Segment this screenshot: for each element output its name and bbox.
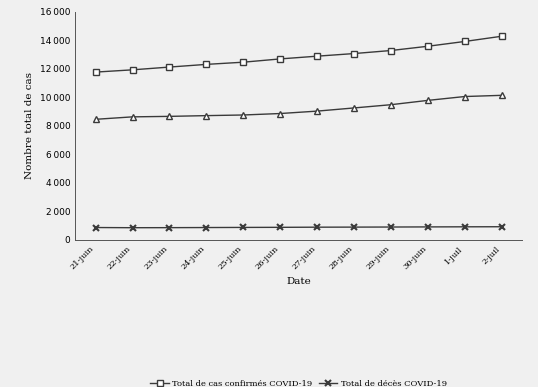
Legend: Total de cas confirmés COVID-19, Total de cas guéris COVID-19, Total de décès CO: Total de cas confirmés COVID-19, Total d… — [147, 377, 450, 387]
Total de cas confirmés COVID-19 — [498, 34, 505, 39]
Total de cas guéris COVID-19 — [166, 114, 173, 119]
Total de cas guéris COVID-19 — [462, 94, 468, 99]
Total de cas confirmés COVID-19 — [93, 70, 99, 74]
Total de cas guéris COVID-19 — [240, 113, 246, 117]
Total de cas guéris COVID-19 — [277, 111, 284, 116]
Line: Total de cas confirmés COVID-19: Total de cas confirmés COVID-19 — [93, 33, 505, 75]
Total de décès COVID-19 — [351, 225, 357, 229]
Total de décès COVID-19 — [387, 225, 394, 229]
Line: Total de cas guéris COVID-19: Total de cas guéris COVID-19 — [93, 92, 505, 122]
Total de décès COVID-19 — [129, 225, 136, 230]
Total de cas confirmés COVID-19 — [314, 54, 320, 58]
Line: Total de décès COVID-19: Total de décès COVID-19 — [92, 223, 505, 231]
Total de cas confirmés COVID-19 — [424, 44, 431, 49]
Total de décès COVID-19 — [166, 225, 173, 230]
Total de décès COVID-19 — [462, 224, 468, 229]
X-axis label: Date: Date — [286, 277, 311, 286]
Total de cas confirmés COVID-19 — [387, 48, 394, 53]
Total de cas guéris COVID-19 — [387, 103, 394, 107]
Total de cas confirmés COVID-19 — [351, 51, 357, 56]
Total de cas confirmés COVID-19 — [277, 57, 284, 61]
Total de cas confirmés COVID-19 — [166, 65, 173, 69]
Total de cas guéris COVID-19 — [424, 98, 431, 103]
Total de cas guéris COVID-19 — [93, 117, 99, 122]
Total de cas guéris COVID-19 — [129, 115, 136, 119]
Total de décès COVID-19 — [203, 225, 210, 230]
Y-axis label: Nombre total de cas: Nombre total de cas — [25, 72, 34, 179]
Total de décès COVID-19 — [498, 224, 505, 229]
Total de décès COVID-19 — [314, 225, 320, 229]
Total de cas confirmés COVID-19 — [462, 39, 468, 44]
Total de cas guéris COVID-19 — [203, 113, 210, 118]
Total de cas guéris COVID-19 — [498, 93, 505, 98]
Total de cas guéris COVID-19 — [314, 109, 320, 113]
Total de cas confirmés COVID-19 — [203, 62, 210, 67]
Total de décès COVID-19 — [240, 225, 246, 230]
Total de décès COVID-19 — [424, 224, 431, 229]
Total de décès COVID-19 — [277, 225, 284, 229]
Total de cas confirmés COVID-19 — [240, 60, 246, 65]
Total de décès COVID-19 — [93, 225, 99, 230]
Total de cas guéris COVID-19 — [351, 106, 357, 110]
Total de cas confirmés COVID-19 — [129, 67, 136, 72]
